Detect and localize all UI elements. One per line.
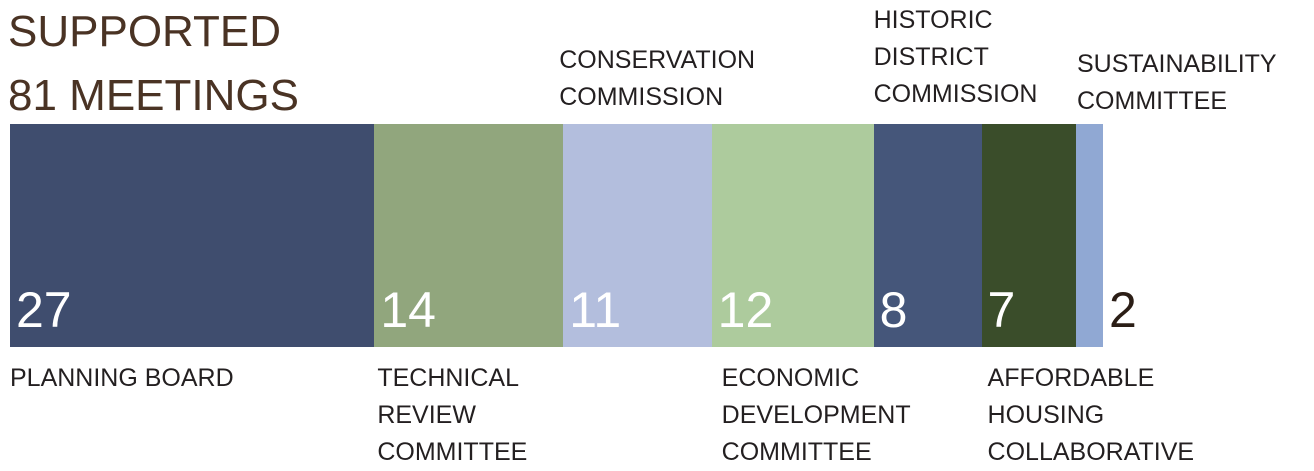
- title-line: 81 MEETINGS: [8, 71, 299, 120]
- category-label: AFFORDABLE HOUSING COLLABORATIVE: [987, 364, 1195, 466]
- category-label: CONSERVATION COMMISSION: [559, 46, 756, 111]
- bar: [1076, 124, 1103, 347]
- value-label: 8: [879, 282, 908, 338]
- value-label: 14: [380, 282, 436, 338]
- value-label: 12: [717, 282, 774, 338]
- category-label: HISTORIC DISTRICT COMMISSION: [873, 6, 1038, 108]
- value-label: 2: [1109, 282, 1137, 338]
- category-label: PLANNING BOARD: [10, 364, 234, 392]
- bar: [10, 124, 375, 347]
- title-line: SUPPORTED: [8, 7, 282, 56]
- value-label: 27: [16, 282, 72, 338]
- value-label: 11: [569, 282, 622, 338]
- bar: [711, 124, 874, 347]
- category-label: TECHNICAL REVIEW COMMITTEE: [377, 364, 528, 466]
- bar: [374, 124, 564, 347]
- category-label: SUSTAINABILITY COMMITTEE: [1077, 50, 1277, 115]
- category-label: ECONOMIC DEVELOPMENT COMMITTEE: [721, 364, 911, 466]
- value-label: 7: [987, 282, 1016, 338]
- bar: [873, 124, 982, 347]
- chart-title: SUPPORTED 81 MEETINGS: [8, 0, 299, 128]
- bar: [563, 124, 712, 347]
- bar: [981, 124, 1076, 347]
